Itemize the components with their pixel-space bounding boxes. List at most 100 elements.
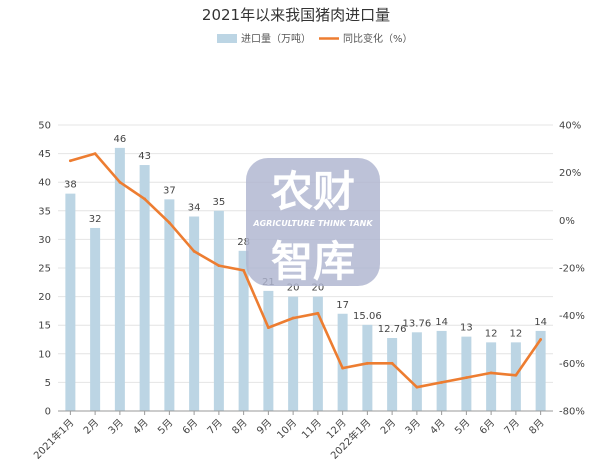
left-axis-ticks: 0 5 10 15 20 25 30 35 40 45 50 [38, 121, 51, 418]
left-tick-label: 15 [38, 321, 51, 332]
x-tick-label: 2月 [378, 417, 398, 437]
right-tick-label: 0% [559, 216, 575, 227]
line-point [341, 366, 345, 370]
line-point [242, 268, 246, 272]
right-tick-label: 20% [559, 168, 581, 179]
line-point [266, 326, 270, 329]
bar-data-label: 13 [460, 323, 473, 334]
right-tick-label: -20% [559, 264, 585, 275]
x-tick-label: 3月 [403, 417, 423, 437]
bar [189, 216, 200, 411]
bar-data-label: 14 [534, 317, 547, 328]
bar [411, 332, 422, 411]
x-tick-label: 2021年1月 [31, 416, 77, 462]
bar-data-label: 12.76 [378, 324, 407, 335]
x-tick-label: 11月 [299, 417, 324, 442]
left-tick-label: 35 [38, 206, 51, 217]
bar [114, 147, 125, 411]
legend-line-label: 同比变化（%） [343, 32, 413, 45]
x-tick-label: 8月 [230, 417, 250, 437]
x-tick-label: 4月 [131, 417, 151, 437]
left-tick-label: 40 [38, 178, 51, 189]
bar-data-label: 43 [138, 151, 151, 162]
line-point [143, 197, 147, 201]
bar [535, 330, 546, 411]
bar [164, 199, 175, 411]
line-point [415, 385, 419, 389]
chart-title: 2021年以来我国猪肉进口量 [202, 6, 390, 24]
bar-data-label: 12 [510, 328, 523, 339]
x-tick-label: 4月 [428, 417, 448, 437]
bar-data-labels: 38324643373435282120201715.0612.7613.761… [64, 134, 547, 339]
line-point [167, 221, 171, 225]
line-point [365, 361, 369, 365]
line-point [118, 180, 122, 184]
line-point [539, 338, 543, 341]
line-point [514, 373, 518, 377]
bar [461, 336, 472, 411]
bar-data-label: 20 [312, 283, 325, 294]
yoy-line [69, 152, 542, 389]
bar [90, 227, 101, 411]
bar [263, 290, 274, 411]
line-point [390, 361, 394, 365]
watermark-line2: AGRICULTURE THINK TANK [252, 219, 373, 228]
bar [436, 330, 447, 411]
right-tick-label: -40% [559, 311, 585, 322]
bar-data-label: 14 [435, 317, 448, 328]
bar-data-label: 46 [114, 134, 127, 145]
bar-data-label: 34 [188, 203, 201, 214]
line-point [93, 152, 97, 156]
x-tick-label: 9月 [254, 417, 274, 437]
x-tick-label: 5月 [155, 417, 175, 437]
x-tick-label: 6月 [180, 417, 200, 437]
line-point [192, 249, 196, 253]
bar-data-label: 20 [287, 283, 300, 294]
legend-bar-swatch [217, 34, 237, 43]
bar [510, 342, 521, 411]
bar [387, 338, 398, 411]
x-tick-label: 8月 [527, 417, 547, 437]
bar-data-label: 12 [485, 328, 498, 339]
line-point [291, 316, 295, 320]
bar [337, 313, 348, 411]
bar [312, 296, 323, 411]
bar-data-label: 13.76 [403, 318, 432, 329]
line-point [440, 381, 444, 384]
line-point [217, 264, 221, 268]
right-axis-ticks: -80% -60% -40% -20% 0% 20% 40% [559, 121, 585, 418]
line-series [68, 152, 543, 389]
left-tick-label: 10 [38, 349, 51, 360]
bar-data-label: 32 [89, 214, 102, 225]
watermark-line3: 智库 [271, 237, 355, 286]
left-tick-label: 25 [38, 264, 51, 275]
left-tick-label: 0 [45, 407, 51, 418]
bar-data-label: 35 [213, 197, 226, 208]
line-point [316, 311, 320, 315]
bar [238, 250, 249, 411]
x-tick-label: 5月 [452, 417, 472, 437]
left-tick-label: 30 [38, 235, 51, 246]
bar-data-label: 38 [64, 180, 77, 191]
left-tick-label: 50 [38, 121, 51, 132]
bar-data-label: 15.06 [353, 311, 382, 322]
left-tick-label: 20 [38, 292, 51, 303]
bar [65, 193, 76, 411]
right-tick-label: -80% [559, 407, 585, 418]
x-tick-label: 7月 [502, 417, 522, 437]
left-tick-label: 45 [38, 149, 51, 160]
legend: 进口量（万吨） 同比变化（%） [217, 32, 413, 45]
bar-data-label: 28 [237, 237, 250, 248]
right-tick-label: -60% [559, 359, 585, 370]
bar [486, 342, 497, 411]
x-tick-label: 7月 [205, 417, 225, 437]
bar [139, 165, 150, 411]
bar [213, 210, 224, 411]
bar [288, 296, 299, 411]
right-tick-label: 40% [559, 121, 581, 132]
x-tick-label: 10月 [275, 417, 300, 442]
x-tick-label: 6月 [477, 417, 497, 437]
legend-bar-label: 进口量（万吨） [241, 32, 311, 45]
